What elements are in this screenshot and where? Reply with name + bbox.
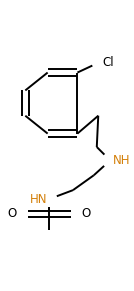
- Text: HN: HN: [30, 193, 48, 206]
- Text: O: O: [81, 207, 90, 221]
- Text: NH: NH: [112, 154, 130, 167]
- Text: Cl: Cl: [102, 56, 114, 69]
- Text: O: O: [8, 207, 17, 221]
